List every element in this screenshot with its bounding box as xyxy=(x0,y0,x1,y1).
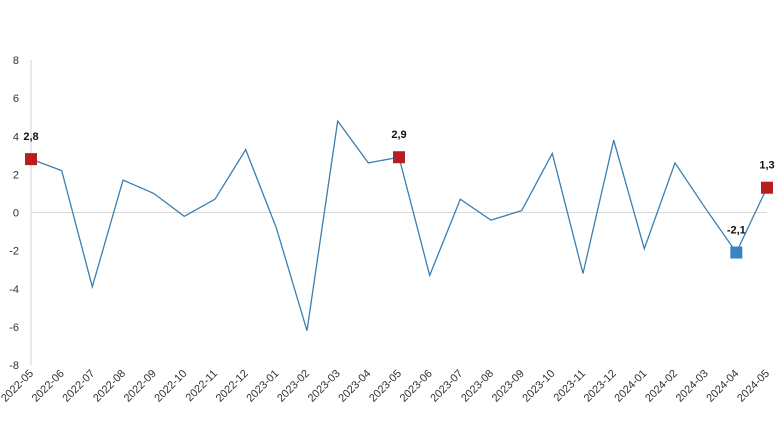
y-axis: 8 6 4 2 0 -2 -4 -6 -8 xyxy=(9,55,767,372)
x-tick-label: 2024-04 xyxy=(704,368,741,405)
x-tick-label: 2023-03 xyxy=(306,368,343,405)
x-tick-label: 2024-02 xyxy=(643,368,680,405)
x-tick-label: 2024-03 xyxy=(674,368,711,405)
x-tick-label: 2023-06 xyxy=(398,368,435,405)
x-tick-label: 2022-05 xyxy=(0,368,36,405)
x-tick-label: 2023-12 xyxy=(582,368,619,405)
x-tick-label: 2023-01 xyxy=(244,368,281,405)
y-tick-label: -8 xyxy=(9,360,19,372)
x-tick-label: 2022-11 xyxy=(184,368,220,404)
x-tick-label: 2022-07 xyxy=(60,368,97,405)
x-tick-label: 2023-10 xyxy=(520,368,557,405)
highlight-marker xyxy=(25,153,37,166)
highlight-marker xyxy=(393,151,405,164)
x-tick-label: 2022-10 xyxy=(152,368,189,405)
y-tick-label: 6 xyxy=(13,93,19,105)
x-tick-label: 2022-09 xyxy=(122,368,159,405)
x-tick-label: 2023-05 xyxy=(367,368,404,405)
y-tick-label: 4 xyxy=(13,131,19,143)
x-tick-label: 2023-04 xyxy=(336,368,373,405)
x-tick-label: 2023-02 xyxy=(275,368,312,405)
x-tick-label: 2024-01 xyxy=(612,368,649,405)
x-tick-label: 2023-09 xyxy=(490,368,527,405)
highlight-markers: 2,8 2,9 -2,1 1,3 xyxy=(23,129,775,259)
x-tick-label: 2023-08 xyxy=(459,368,496,405)
data-label: -2,1 xyxy=(727,225,746,237)
data-label: 2,9 xyxy=(391,129,406,141)
x-tick-label: 2024-05 xyxy=(735,368,772,405)
y-tick-label: -4 xyxy=(9,284,19,296)
y-tick-label: 2 xyxy=(13,169,19,181)
y-tick-label: -6 xyxy=(9,322,19,334)
highlight-marker xyxy=(730,246,743,259)
data-label: 2,8 xyxy=(23,131,38,143)
x-tick-label: 2022-08 xyxy=(91,368,128,405)
x-tick-label: 2022-06 xyxy=(30,368,67,405)
x-tick-label: 2022-12 xyxy=(214,368,251,405)
y-tick-label: -2 xyxy=(9,246,19,258)
highlight-marker xyxy=(761,181,773,194)
y-tick-label: 0 xyxy=(13,208,19,220)
x-axis: 2022-052022-062022-072022-082022-092022-… xyxy=(0,368,772,405)
y-tick-label: 8 xyxy=(13,55,19,67)
x-tick-label: 2023-07 xyxy=(428,368,465,405)
data-label: 1,3 xyxy=(759,160,774,172)
x-tick-label: 2023-11 xyxy=(552,368,588,404)
